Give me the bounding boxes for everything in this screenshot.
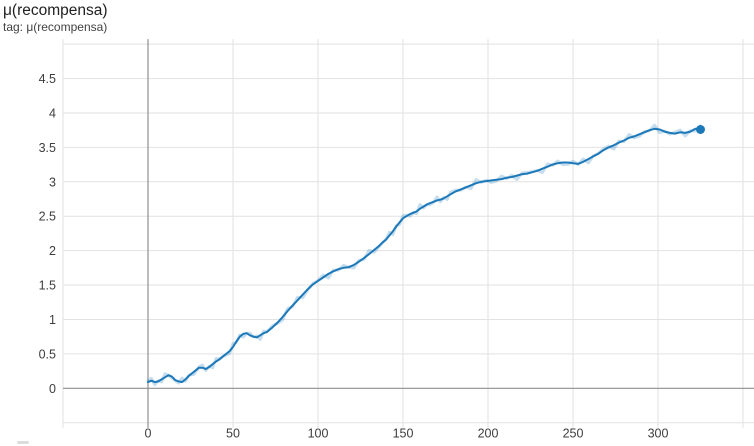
gridlines [62,39,754,428]
tick-labels: 0 50 100 150 200 250 300 0 0.5 1 1.5 2 2.5 3 3.5 4 4.5 [39,72,669,441]
y-tick-label: 4 [49,106,56,120]
x-tick-label: 200 [478,427,499,441]
y-tick-label: 0.5 [39,347,56,361]
smoothed-series-line [147,127,702,384]
x-tick-label: 150 [393,427,414,441]
y-tick-label: 2 [49,244,56,258]
x-tick-label: 100 [308,427,329,441]
toolbar-fragment [17,441,29,444]
raw-series-line [146,123,702,387]
final-value-dot [696,124,705,134]
x-tick-label: 50 [226,427,240,441]
chart-tag-subtitle: tag: μ(recompensa) [3,20,108,34]
x-tick-label: 300 [648,427,669,441]
y-tick-label: 4.5 [39,72,56,86]
y-tick-label: 3 [49,175,56,189]
x-tick-label: 250 [563,427,584,441]
y-tick-label: 0 [49,382,56,396]
y-tick-label: 2.5 [39,210,56,224]
y-tick-label: 1 [49,313,56,327]
y-tick-label: 3.5 [39,141,56,155]
zero-axes [63,39,754,428]
chart-title: μ(recompensa) [3,2,108,19]
y-tick-label: 1.5 [39,279,56,293]
x-tick-label: 0 [145,427,152,441]
